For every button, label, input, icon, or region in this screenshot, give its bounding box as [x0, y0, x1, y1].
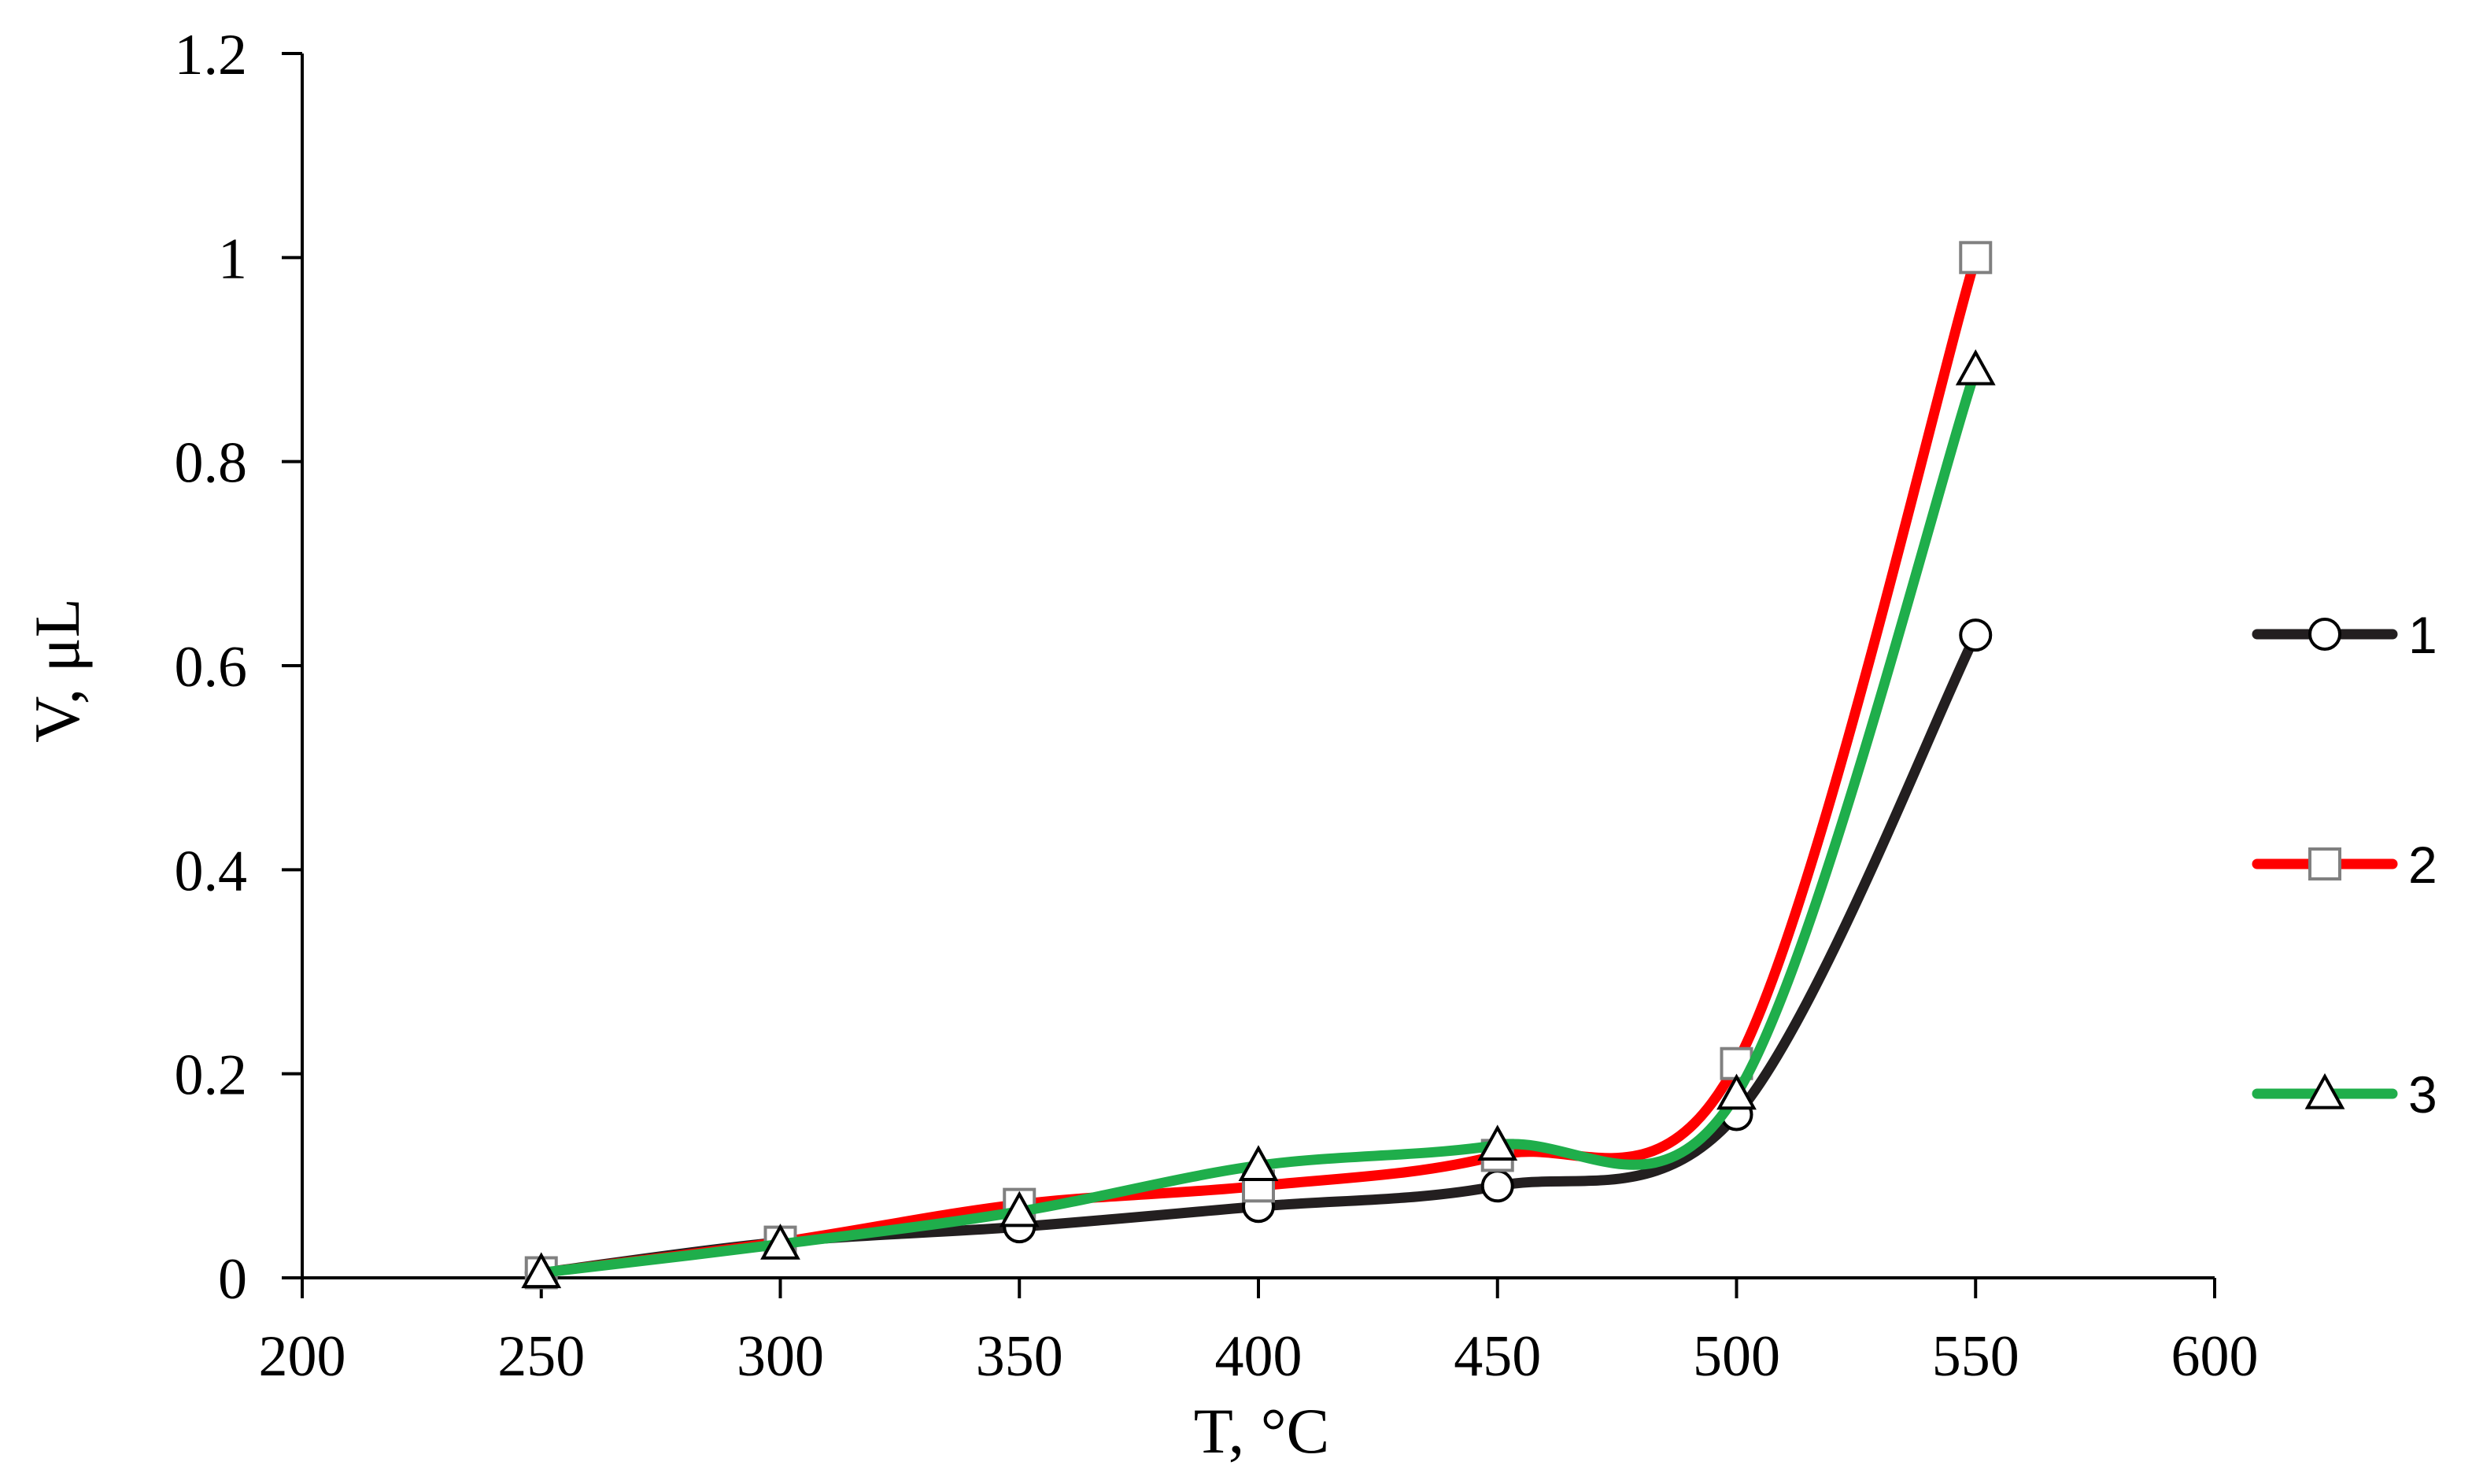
x-tick-label: 550 — [1932, 1324, 2019, 1389]
y-tick-label: 0.8 — [175, 431, 248, 496]
legend-label-2: 2 — [2408, 836, 2437, 894]
x-tick-label: 400 — [1215, 1324, 1303, 1389]
axes: 0 0.2 0.4 0.6 0.8 1 1.2 200 250 300 350 400 450 500 55… — [175, 23, 2259, 1389]
x-tick-label: 300 — [737, 1324, 824, 1389]
legend-label-1: 1 — [2408, 606, 2437, 664]
series-3 — [521, 349, 1996, 1289]
series-layer — [521, 241, 1996, 1290]
data-point-3-250 — [521, 1252, 562, 1289]
y-tick-label: 0.6 — [175, 635, 248, 700]
legend-marker-2 — [2308, 847, 2341, 880]
data-point-3-450 — [1477, 1124, 1518, 1161]
legend: 1 2 3 — [2252, 606, 2437, 1124]
x-tick-label: 250 — [497, 1324, 585, 1389]
series-2 — [524, 241, 1993, 1290]
data-point-1-550 — [1959, 618, 1993, 652]
data-point-2-550 — [1959, 241, 1993, 275]
x-tick-label: 350 — [976, 1324, 1063, 1389]
y-tick-label: 1 — [218, 227, 247, 291]
data-point-1-450 — [1480, 1169, 1514, 1203]
data-point-3-300 — [760, 1224, 800, 1260]
x-tick-label: 200 — [259, 1324, 346, 1389]
x-axis-title: T, °C — [1194, 1395, 1330, 1467]
series-line-3 — [536, 364, 1981, 1279]
legend-item-3: 3 — [2252, 1065, 2437, 1124]
x-tick-label: 450 — [1454, 1324, 1541, 1389]
y-tick-label: 0.4 — [175, 839, 248, 903]
data-point-3-550 — [1955, 349, 1996, 386]
series-line-2 — [536, 252, 1981, 1279]
y-tick-label: 0 — [218, 1247, 247, 1312]
data-point-3-500 — [1716, 1073, 1757, 1110]
legend-label-3: 3 — [2408, 1065, 2437, 1124]
y-axis-title: V, μL — [21, 598, 93, 743]
legend-marker-1 — [2308, 618, 2341, 651]
legend-item-1: 1 — [2252, 606, 2437, 664]
legend-marker-3 — [2304, 1072, 2345, 1109]
y-tick-label: 0.2 — [175, 1043, 248, 1108]
x-tick-label: 600 — [2171, 1324, 2259, 1389]
y-tick-label: 1.2 — [175, 23, 248, 87]
legend-item-2: 2 — [2252, 836, 2437, 894]
data-point-3-350 — [999, 1191, 1040, 1227]
x-tick-label: 500 — [1693, 1324, 1780, 1389]
data-point-3-400 — [1238, 1145, 1279, 1181]
